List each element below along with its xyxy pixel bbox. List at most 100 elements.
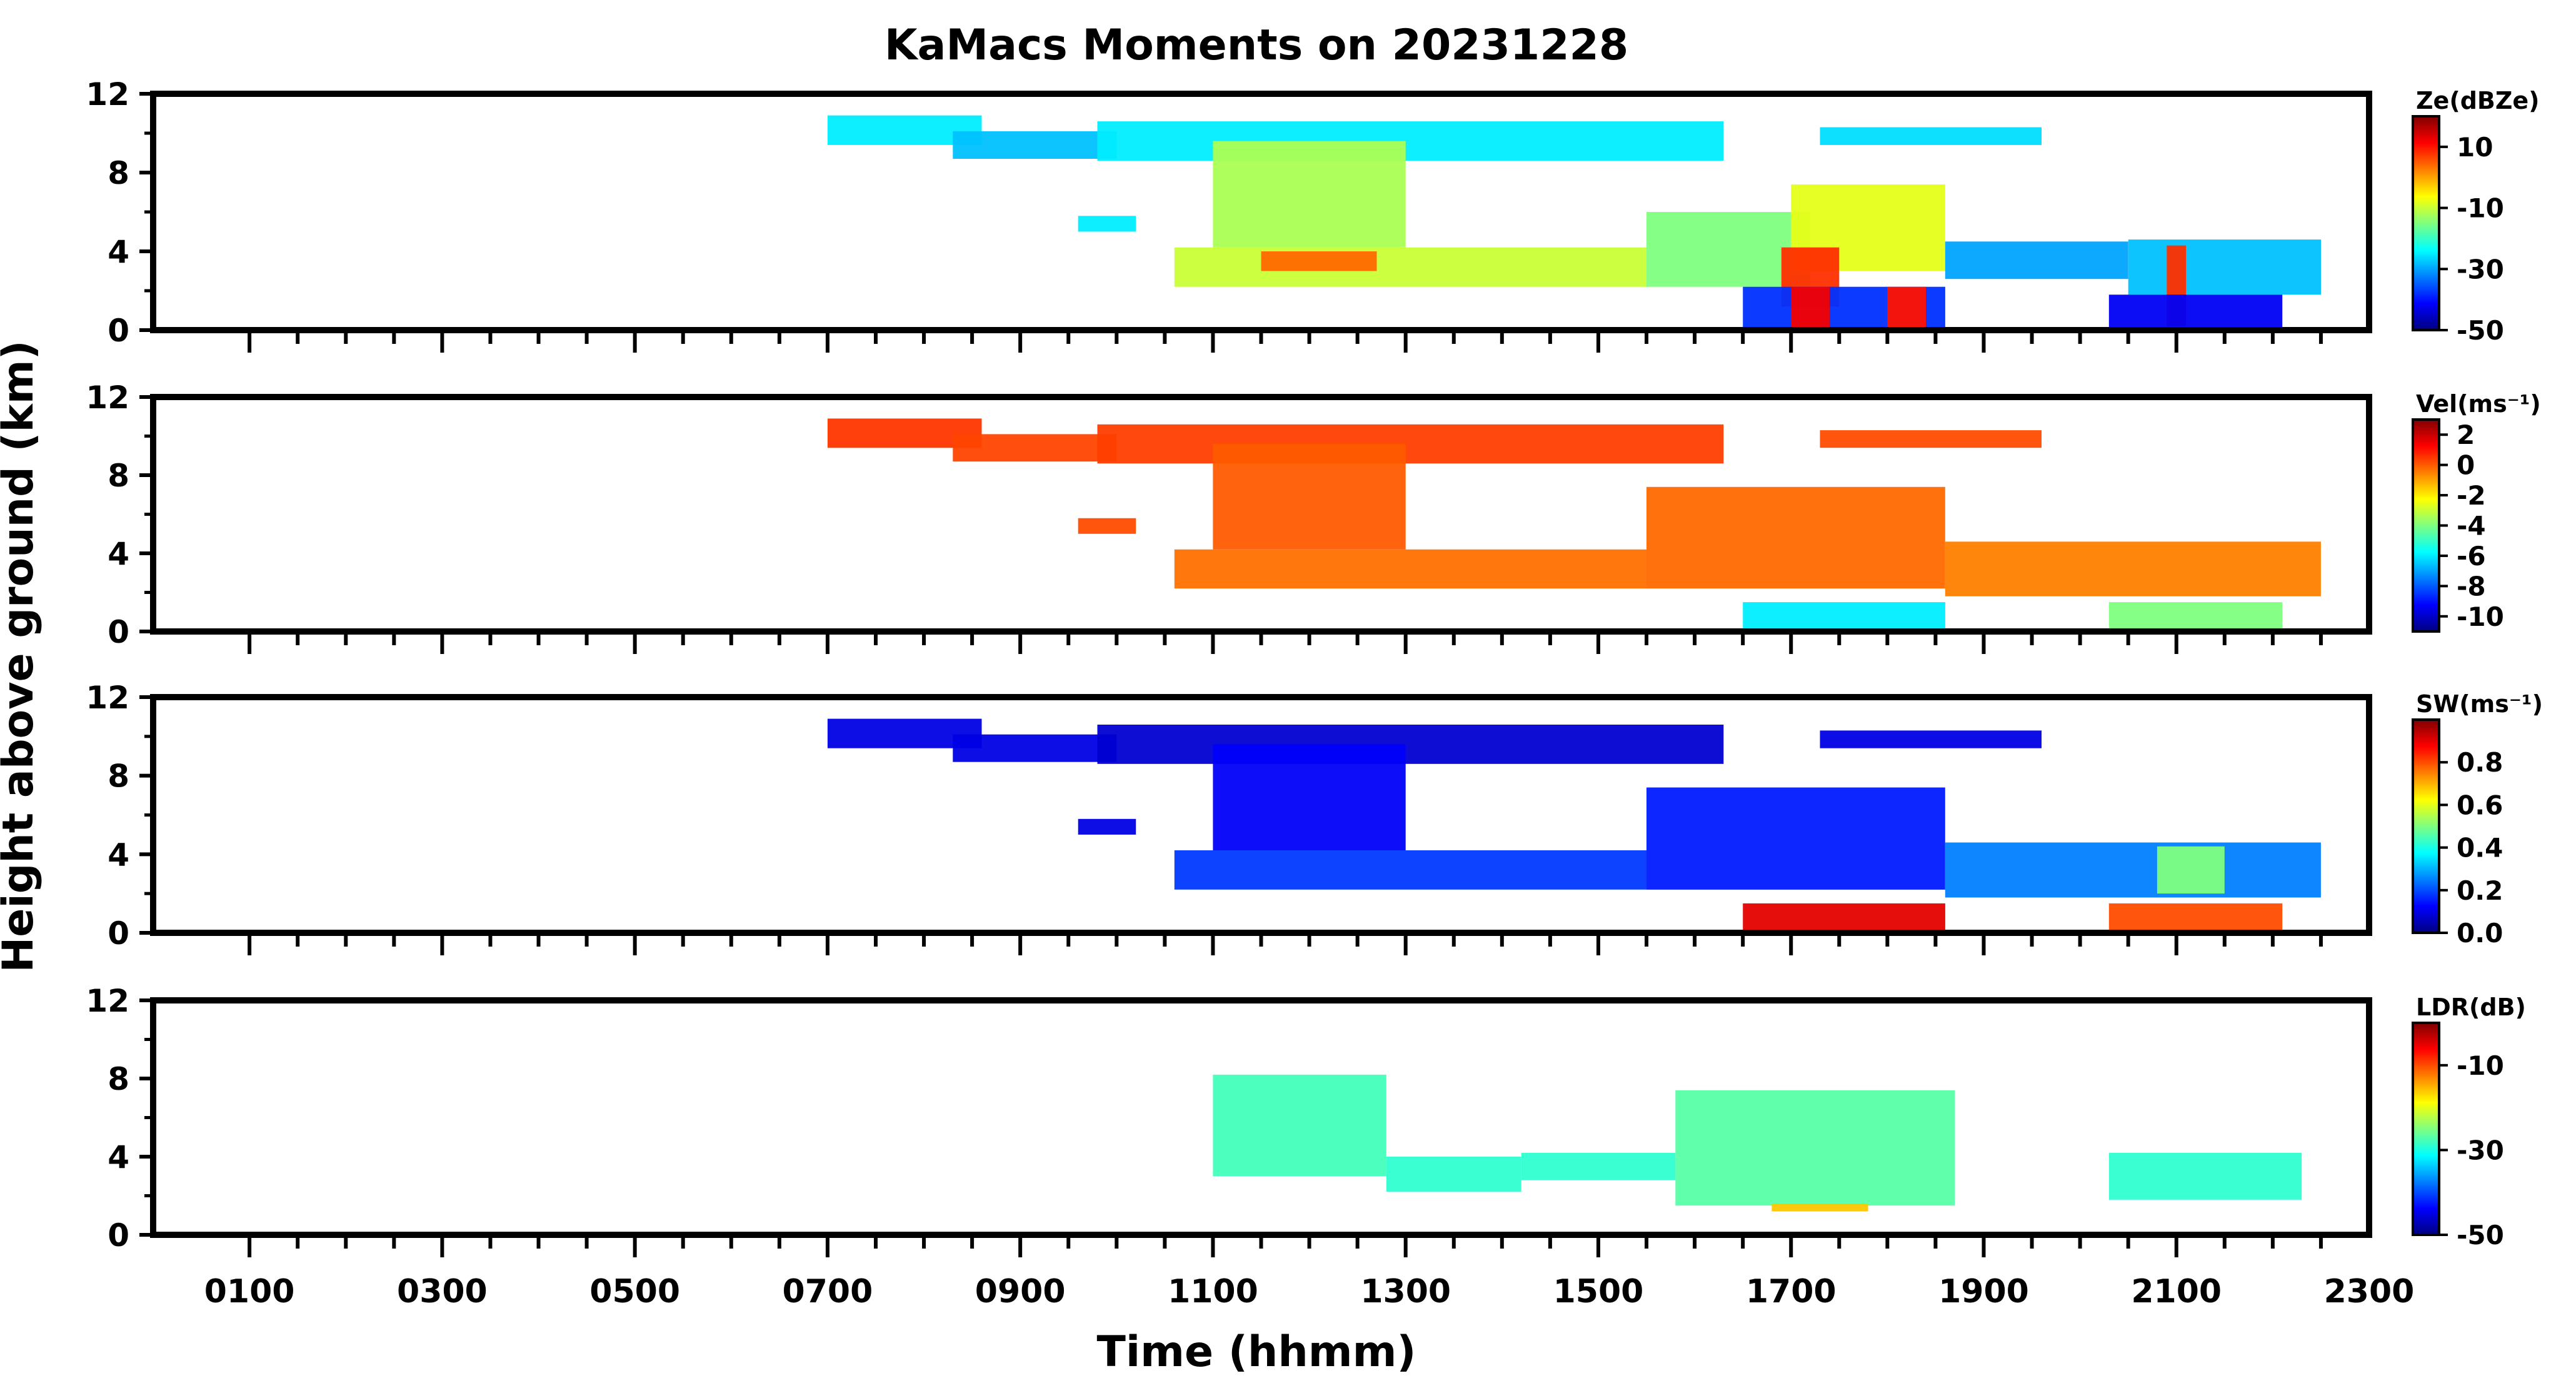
y-tick-label: 12 (86, 680, 129, 716)
colorbar-label: LDR(dB) (2416, 993, 2526, 1021)
panel-spectrum_width: 0 4 8 12 0.0 0.2 0.4 0.6 0.8 SW(ms⁻¹) (86, 680, 2543, 955)
colorbar (2412, 718, 2440, 934)
x-tick-label: 2100 (2131, 1273, 2222, 1310)
colorbar-tick-label: -50 (2457, 1220, 2504, 1250)
echo-region (1213, 141, 1406, 248)
y-tick-label: 4 (108, 234, 129, 270)
y-tick-label: 0 (108, 313, 129, 349)
echo-region (1174, 850, 1646, 890)
colorbar-tick-label: -6 (2457, 541, 2486, 571)
echo-region (1820, 430, 2042, 448)
echo-region (2157, 846, 2225, 894)
echo-region (1261, 251, 1377, 271)
y-tick-label: 8 (108, 458, 129, 494)
echo-region (1097, 424, 1724, 464)
echo-region (2108, 294, 2283, 328)
y-tick-label: 12 (86, 380, 129, 416)
echo-region (1174, 247, 1646, 287)
y-tick-label: 4 (108, 536, 129, 572)
colorbar-tick-label: 0.0 (2457, 918, 2503, 948)
colorbar-tick-label: -10 (2457, 601, 2504, 632)
y-tick-label: 8 (108, 758, 129, 795)
x-axis-label: Time (hhmm) (1096, 1327, 1416, 1377)
chart-title: KaMacs Moments on 20231228 (885, 21, 1628, 70)
x-tick-label: 1100 (1168, 1273, 1258, 1310)
echo-region (1646, 486, 1945, 589)
echo-region (1945, 241, 2128, 279)
x-tick-label: 1300 (1360, 1273, 1451, 1310)
panel-reflectivity: 0 4 8 12 -50 -30 -10 10 Ze(dBZe) (86, 76, 2540, 353)
y-tick-label: 0 (108, 915, 129, 952)
x-tick-label: 0100 (204, 1273, 295, 1310)
echo-region (1820, 127, 2042, 145)
echo-region (1646, 787, 1945, 890)
echo-region (1772, 1204, 1868, 1212)
y-tick-label: 0 (108, 1217, 129, 1254)
echo-region (1174, 549, 1646, 589)
colorbar-tick-label: 0 (2457, 450, 2475, 481)
y-tick-label: 4 (108, 837, 129, 873)
x-tick-label: 1500 (1553, 1273, 1644, 1310)
echo-region (1078, 818, 1136, 835)
colorbar-tick-label: -4 (2457, 511, 2486, 541)
y-tick-label: 12 (86, 983, 129, 1019)
echo-region (1097, 121, 1724, 161)
colorbar-tick-label: -10 (2457, 193, 2504, 224)
panels: 04812-50-30-1010Ze(dBZe)04812-10-8-6-4-2… (86, 76, 2543, 1310)
y-tick-label: 8 (108, 155, 129, 191)
colorbar-label: Vel(ms⁻¹) (2416, 390, 2541, 418)
x-tick-label: 1700 (1746, 1273, 1837, 1310)
echo-region (1945, 541, 2321, 596)
colorbar-tick-label: 10 (2457, 132, 2493, 163)
panel-linear_depolarization_ratio: 0 4 8 12 -50 -30 -10 LDR(dB) (86, 983, 2526, 1257)
echo-region (2108, 1152, 2302, 1200)
x-tick-label: 2300 (2324, 1273, 2415, 1310)
echo-region (2108, 903, 2283, 931)
y-axis-label: Height above ground (km) (0, 340, 43, 972)
y-tick-label: 0 (108, 614, 129, 650)
echo-region (1386, 1157, 1521, 1192)
x-tick-label: 0500 (589, 1273, 680, 1310)
colorbar-label: Ze(dBZe) (2416, 87, 2540, 114)
y-tick-label: 4 (108, 1139, 129, 1175)
colorbar-tick-label: -50 (2457, 315, 2504, 346)
x-tick-label: 0700 (783, 1273, 873, 1310)
colorbar-tick-label: -2 (2457, 480, 2486, 511)
echo-region (1820, 730, 2042, 748)
colorbar-tick-label: 0.4 (2457, 833, 2503, 863)
echo-region (953, 434, 1117, 462)
echo-region (1213, 744, 1406, 850)
colorbar-tick-label: -10 (2457, 1050, 2504, 1081)
echo-region (1675, 1090, 1955, 1206)
echo-region (1097, 725, 1724, 764)
y-tick-label: 8 (108, 1061, 129, 1097)
echo-region (953, 734, 1117, 762)
echo-region (1521, 1152, 1676, 1180)
echo-region (1213, 1074, 1386, 1177)
echo-region (1791, 286, 1830, 328)
echo-region (1213, 444, 1406, 550)
echo-region (1078, 216, 1136, 232)
colorbar (2412, 418, 2440, 633)
colorbar (2412, 1022, 2440, 1236)
echo-region (1078, 518, 1136, 534)
echo-region (2128, 239, 2321, 295)
colorbar (2412, 115, 2440, 331)
colorbar-tick-label: 0.6 (2457, 790, 2503, 820)
colorbar-tick-label: -8 (2457, 571, 2486, 601)
colorbar-tick-label: 2 (2457, 420, 2475, 450)
x-tick-label: 0900 (975, 1273, 1066, 1310)
colorbar-tick-label: 0.2 (2457, 875, 2503, 906)
echo-region (1743, 602, 1945, 630)
echo-region (953, 131, 1117, 159)
echo-region (2108, 602, 2283, 630)
colorbar-tick-label: 0.8 (2457, 747, 2503, 778)
x-tick-label: 0300 (397, 1273, 488, 1310)
colorbar-tick-label: -30 (2457, 1135, 2504, 1165)
colorbar-label: SW(ms⁻¹) (2416, 690, 2543, 718)
colorbar-tick-label: -30 (2457, 254, 2504, 284)
echo-region (1887, 286, 1926, 328)
echo-region (1945, 842, 2321, 898)
